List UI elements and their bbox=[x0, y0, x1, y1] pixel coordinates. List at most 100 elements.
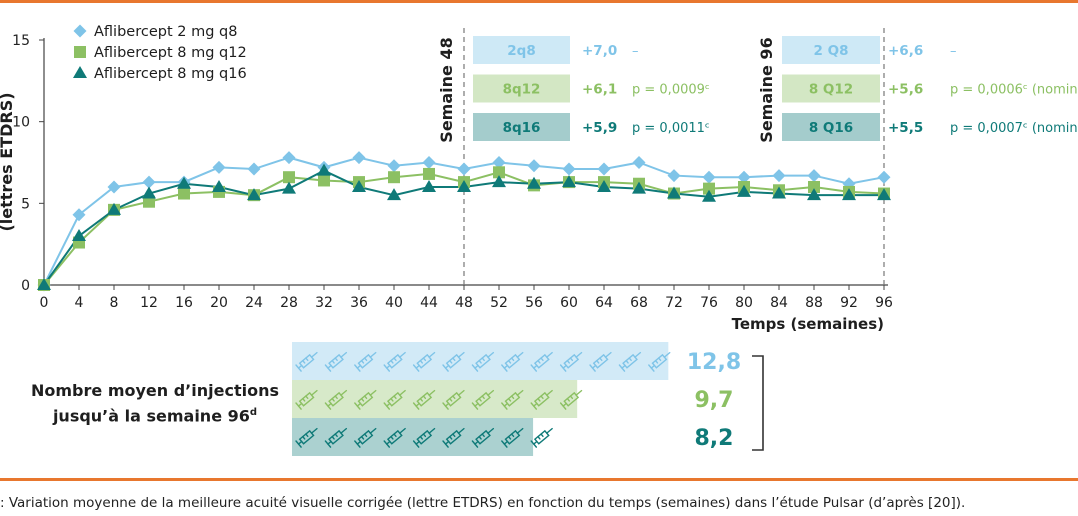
syringe-icon bbox=[412, 389, 436, 410]
data-point-s3 bbox=[142, 186, 156, 199]
x-tick-label: 32 bbox=[315, 295, 333, 311]
week48-group-box bbox=[473, 113, 570, 141]
week48-pvalue: – bbox=[632, 44, 639, 59]
data-point-s1 bbox=[352, 151, 366, 165]
week48-group-label: 8q12 bbox=[503, 82, 541, 98]
legend-marker-2 bbox=[74, 46, 86, 58]
data-point-s3 bbox=[107, 202, 121, 215]
week48-change: +7,0 bbox=[582, 43, 617, 59]
week96-pvalue: – bbox=[950, 44, 957, 59]
data-point-s3 bbox=[352, 180, 366, 192]
data-point-s1 bbox=[282, 151, 296, 165]
week96-group-label: 2 Q8 bbox=[814, 43, 849, 59]
syringe-icon bbox=[324, 427, 348, 448]
data-point-s1 bbox=[212, 160, 226, 174]
x-tick-label: 40 bbox=[385, 295, 403, 311]
syringe-icon bbox=[559, 389, 583, 410]
data-point-s3 bbox=[632, 181, 646, 194]
syringe-icon bbox=[324, 351, 348, 372]
data-point-s3 bbox=[387, 188, 401, 201]
data-point-s1 bbox=[597, 162, 611, 176]
data-point-s3 bbox=[527, 176, 541, 189]
data-point-s1 bbox=[457, 162, 471, 176]
syringe-icon bbox=[442, 427, 465, 448]
injections-label-line1: Nombre moyen d’injections bbox=[31, 381, 279, 400]
data-point-s1 bbox=[632, 156, 646, 169]
data-point-s3 bbox=[37, 278, 51, 290]
x-axis-label: Temps (semaines) bbox=[732, 315, 884, 333]
data-point-s3 bbox=[457, 180, 471, 192]
syringe-icon bbox=[295, 351, 318, 372]
data-point-s2 bbox=[318, 174, 330, 187]
data-point-s3 bbox=[247, 188, 261, 201]
x-tick-label: 28 bbox=[280, 295, 298, 311]
week96-change: +6,6 bbox=[888, 43, 923, 59]
week96-pvalue: p = 0,0007ᶜ (nominal) bbox=[950, 121, 1078, 136]
x-tick-label: 0 bbox=[40, 295, 49, 311]
data-point-s3 bbox=[842, 188, 856, 201]
week48-group-label: 8q16 bbox=[503, 120, 541, 136]
x-tick-label: 84 bbox=[770, 295, 788, 311]
data-point-s2 bbox=[423, 167, 435, 180]
legend-label-1: Aflibercept 2 mg q8 bbox=[94, 24, 237, 40]
syringe-icon bbox=[471, 389, 495, 410]
data-point-s1 bbox=[877, 170, 891, 184]
legend-marker-3 bbox=[73, 66, 87, 78]
y-tick-label: 5 bbox=[21, 196, 30, 212]
syringe-icon bbox=[383, 389, 406, 410]
week96-group-box bbox=[782, 113, 880, 141]
syringe-icon bbox=[354, 389, 377, 410]
syringe-icon bbox=[412, 351, 436, 372]
syringe-icon bbox=[530, 389, 553, 410]
data-point-s3 bbox=[562, 175, 576, 188]
x-tick-label: 72 bbox=[665, 295, 683, 311]
injections-label-line2: jusqu’à la semaine 96 bbox=[52, 406, 250, 426]
data-point-s3 bbox=[422, 180, 436, 192]
x-tick-label: 68 bbox=[630, 295, 648, 311]
data-point-s1 bbox=[702, 170, 716, 184]
data-point-s3 bbox=[702, 189, 716, 202]
x-tick-label: 4 bbox=[75, 295, 84, 311]
x-tick-label: 16 bbox=[175, 295, 193, 311]
week48-label: Semaine 48 bbox=[437, 37, 456, 142]
x-tick-label: 96 bbox=[875, 295, 893, 311]
week96-pvalue: p = 0,0006ᶜ (nominal) bbox=[950, 83, 1078, 98]
injection-value-2: 9,7 bbox=[695, 388, 734, 413]
data-point-s3 bbox=[212, 180, 226, 192]
y-axis-label: (lettres ETDRS) bbox=[0, 92, 16, 231]
data-point-s2 bbox=[283, 171, 295, 184]
x-tick-label: 24 bbox=[245, 295, 263, 311]
syringe-icon bbox=[295, 389, 318, 410]
x-tick-label: 64 bbox=[595, 295, 613, 311]
syringe-icon bbox=[501, 389, 524, 410]
injection-bracket bbox=[752, 355, 764, 451]
syringe-icon bbox=[383, 427, 406, 448]
data-point-s1 bbox=[387, 159, 401, 173]
data-point-s2 bbox=[178, 187, 190, 200]
data-point-s3 bbox=[737, 184, 751, 197]
week96-change: +5,5 bbox=[888, 120, 923, 136]
y-tick-label: 10 bbox=[12, 115, 30, 131]
x-tick-label: 92 bbox=[840, 295, 858, 311]
injection-bar-2 bbox=[292, 380, 578, 418]
syringe-icon bbox=[295, 427, 318, 448]
figure-caption: : Variation moyenne de la meilleure acui… bbox=[0, 495, 966, 511]
week48-pvalue: p = 0,0009ᶜ bbox=[632, 83, 710, 98]
week96-group-label: 8 Q12 bbox=[809, 82, 853, 98]
y-tick-label: 0 bbox=[21, 278, 30, 294]
syringe-icon bbox=[618, 351, 642, 372]
data-point-s1 bbox=[492, 156, 506, 169]
week96-label: Semaine 96 bbox=[757, 37, 776, 142]
data-point-s1 bbox=[667, 169, 681, 183]
data-point-s3 bbox=[492, 175, 506, 188]
week48-change: +5,9 bbox=[582, 120, 617, 136]
data-point-s1 bbox=[527, 159, 541, 173]
x-tick-label: 8 bbox=[110, 295, 119, 311]
data-point-s2 bbox=[703, 182, 715, 195]
syringe-icon bbox=[471, 427, 495, 448]
data-point-s3 bbox=[72, 229, 86, 241]
data-point-s1 bbox=[107, 180, 121, 194]
week48-group-label: 2q8 bbox=[507, 43, 535, 59]
syringe-icon bbox=[530, 351, 553, 372]
